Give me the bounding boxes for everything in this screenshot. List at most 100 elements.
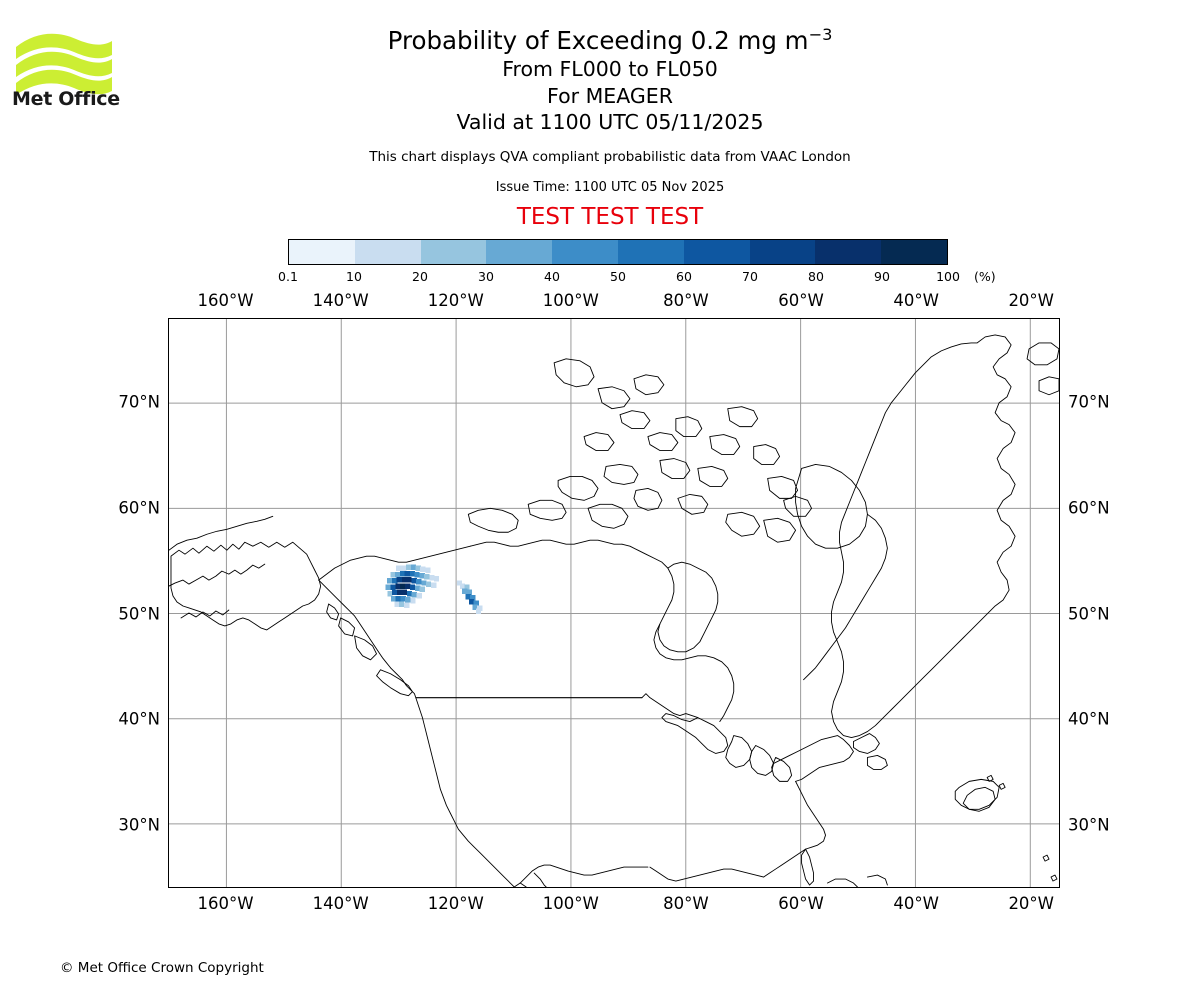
colorbar-segment-9 bbox=[881, 240, 947, 264]
valid-time-subtitle: Valid at 1100 UTC 05/11/2025 bbox=[456, 110, 764, 134]
axis-label-60°W: 60°W bbox=[778, 894, 824, 913]
axis-label-40°W: 40°W bbox=[893, 894, 939, 913]
ash-cell bbox=[465, 593, 471, 600]
ash-cell bbox=[414, 585, 421, 592]
colorbar-tick-30: 30 bbox=[478, 269, 494, 284]
ash-cell bbox=[424, 573, 430, 580]
ash-cell bbox=[394, 571, 401, 578]
axis-label-left-60°N: 60°N bbox=[118, 498, 160, 518]
ash-cell bbox=[425, 581, 432, 587]
axis-label-right-40°N: 40°N bbox=[1068, 709, 1110, 729]
ash-cell bbox=[406, 577, 412, 583]
ash-cell bbox=[400, 570, 406, 577]
ash-cell bbox=[456, 580, 463, 586]
colorbar-segment-0 bbox=[289, 240, 355, 264]
axis-label-80°W: 80°W bbox=[663, 291, 709, 310]
ash-cell bbox=[419, 586, 425, 593]
ash-cell bbox=[464, 584, 470, 590]
ash-cell bbox=[470, 595, 476, 601]
colorbar-tick-10: 10 bbox=[346, 269, 362, 284]
axis-label-160°W: 160°W bbox=[197, 291, 254, 310]
ash-cell bbox=[462, 588, 468, 595]
qva-note: This chart displays QVA compliant probab… bbox=[369, 148, 851, 165]
axis-label-60°W: 60°W bbox=[778, 291, 824, 310]
ash-probability-cells bbox=[385, 564, 483, 615]
ash-cell bbox=[400, 596, 406, 602]
axis-label-left-50°N: 50°N bbox=[118, 604, 160, 624]
axis-label-140°W: 140°W bbox=[312, 291, 369, 310]
ash-cell bbox=[410, 564, 417, 570]
colorbar-tick-50: 50 bbox=[610, 269, 626, 284]
colorbar-segment-3 bbox=[486, 240, 553, 264]
ash-cell bbox=[468, 599, 475, 605]
met-office-logo bbox=[16, 33, 112, 95]
ash-cell bbox=[395, 596, 401, 602]
colorbar-segment-8 bbox=[815, 240, 882, 264]
ash-cell bbox=[396, 577, 402, 583]
flight-level-subtitle: From FL000 to FL050 bbox=[502, 57, 718, 81]
met-office-wordmark: Met Office bbox=[12, 88, 120, 110]
ash-cell bbox=[398, 601, 405, 607]
colorbar-segment-5 bbox=[617, 240, 684, 264]
ash-cell bbox=[431, 582, 437, 588]
colorbar-segment-7 bbox=[749, 240, 816, 264]
axis-label-120°W: 120°W bbox=[427, 291, 484, 310]
axis-label-120°W: 120°W bbox=[427, 894, 484, 913]
ash-cell bbox=[396, 565, 402, 572]
map-plot-area bbox=[168, 318, 1060, 888]
axis-label-right-60°N: 60°N bbox=[1068, 498, 1110, 518]
coastlines bbox=[169, 334, 1059, 887]
ash-cell bbox=[476, 605, 483, 611]
ash-cell bbox=[419, 572, 425, 579]
ash-cell bbox=[420, 566, 426, 573]
probability-colorbar bbox=[288, 239, 948, 265]
ash-cell bbox=[414, 571, 420, 578]
axis-label-160°W: 160°W bbox=[197, 894, 254, 913]
ash-cell bbox=[390, 571, 396, 578]
ash-cell bbox=[390, 596, 397, 602]
axis-label-100°W: 100°W bbox=[542, 291, 599, 310]
axis-label-left-70°N: 70°N bbox=[118, 392, 160, 412]
map-gridlines bbox=[169, 319, 1059, 887]
axis-label-right-50°N: 50°N bbox=[1068, 604, 1110, 624]
ash-cell bbox=[459, 583, 466, 589]
ash-cell bbox=[433, 576, 440, 582]
page-title-exponent: −3 bbox=[808, 24, 833, 44]
ash-cell bbox=[429, 575, 435, 581]
ash-cell bbox=[404, 570, 410, 577]
ash-cell bbox=[411, 578, 417, 584]
map-canvas bbox=[169, 319, 1059, 887]
colorbar-tick-60: 60 bbox=[676, 269, 692, 284]
colorbar-tick-80: 80 bbox=[808, 269, 824, 284]
colorbar-segment-2 bbox=[420, 240, 487, 264]
colorbar-tick-100: 100 bbox=[936, 269, 960, 284]
colorbar-tick-90: 90 bbox=[874, 269, 890, 284]
ash-cell bbox=[416, 592, 422, 599]
ash-cell bbox=[409, 570, 416, 577]
ash-cell bbox=[409, 584, 416, 590]
axis-label-left-30°N: 30°N bbox=[118, 815, 160, 835]
ash-cell bbox=[405, 564, 412, 570]
ash-cell bbox=[475, 608, 482, 615]
ash-cell bbox=[386, 578, 393, 584]
ash-cell bbox=[397, 589, 403, 596]
met-office-wave-glyph bbox=[16, 33, 112, 95]
ash-cell bbox=[405, 597, 411, 603]
issue-time: Issue Time: 1100 UTC 05 Nov 2025 bbox=[495, 179, 725, 195]
colorbar-tick-70: 70 bbox=[742, 269, 758, 284]
ash-cell bbox=[400, 583, 406, 589]
axis-label-20°W: 20°W bbox=[1008, 894, 1054, 913]
colorbar-segment-4 bbox=[552, 240, 618, 264]
colorbar-tick-40: 40 bbox=[544, 269, 560, 284]
ash-cell bbox=[406, 590, 413, 597]
chart-title-block: Probability of Exceeding 0.2 mg m−3 From… bbox=[0, 0, 1200, 231]
ash-cell bbox=[411, 591, 417, 598]
ash-cell bbox=[390, 584, 396, 590]
page-title: Probability of Exceeding 0.2 mg m−3 bbox=[20, 26, 1200, 56]
colorbar-tick-0.1: 0.1 bbox=[278, 269, 298, 284]
axis-label-right-30°N: 30°N bbox=[1068, 815, 1110, 835]
axis-label-100°W: 100°W bbox=[542, 894, 599, 913]
page-title-text: Probability of Exceeding 0.2 mg m bbox=[387, 26, 809, 55]
ash-cell bbox=[395, 583, 401, 589]
ash-cell bbox=[392, 589, 398, 596]
